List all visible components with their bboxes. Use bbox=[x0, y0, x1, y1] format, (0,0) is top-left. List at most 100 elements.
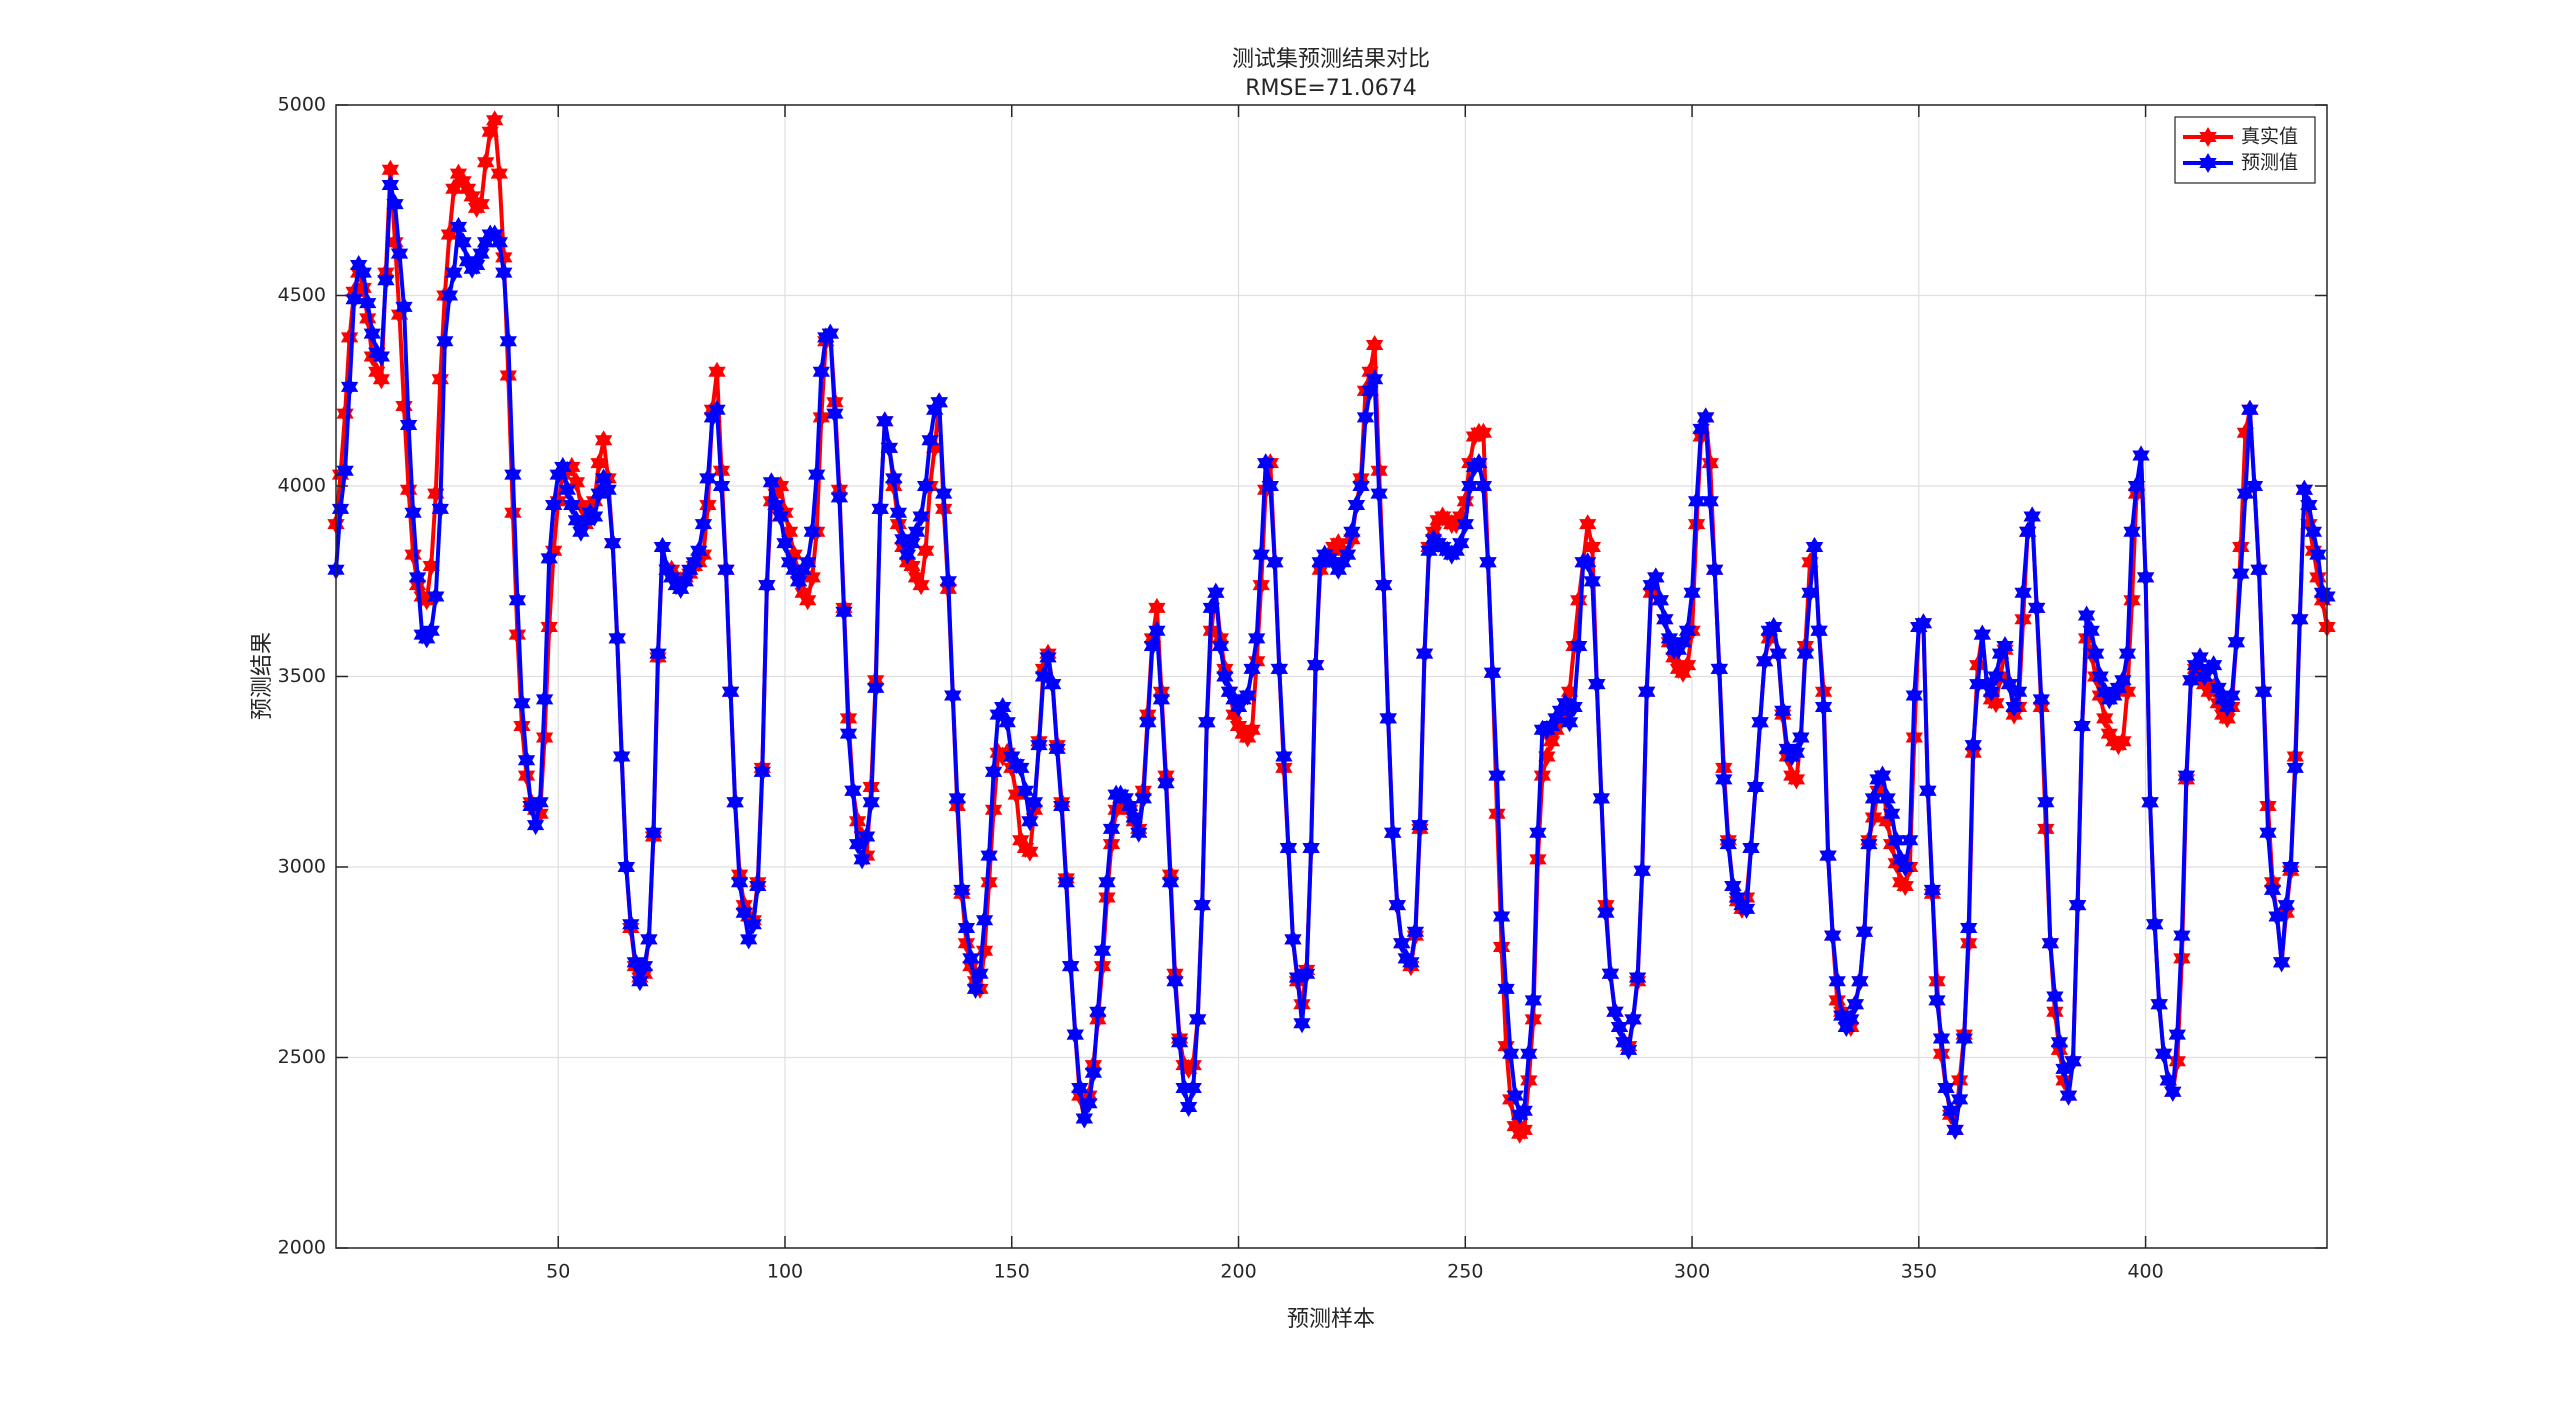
data-point bbox=[359, 293, 377, 314]
data-point bbox=[1796, 643, 1815, 664]
data-point bbox=[1166, 971, 1184, 992]
data-point bbox=[554, 456, 572, 477]
data-point bbox=[694, 514, 713, 535]
data-point bbox=[1297, 963, 1316, 984]
data-point bbox=[980, 845, 998, 866]
data-point bbox=[826, 403, 844, 424]
data-point bbox=[1216, 666, 1234, 687]
data-point bbox=[1524, 990, 1542, 1011]
data-point bbox=[957, 918, 976, 938]
data-point bbox=[1012, 757, 1030, 778]
data-point bbox=[1411, 815, 1429, 836]
data-point bbox=[1787, 769, 1806, 790]
data-point bbox=[2032, 689, 2050, 710]
data-point bbox=[1152, 689, 1171, 710]
data-point bbox=[545, 494, 563, 515]
data-point bbox=[1851, 971, 1869, 992]
data-point bbox=[1515, 1119, 1533, 1140]
data-point bbox=[2277, 895, 2295, 916]
data-point bbox=[1656, 609, 1674, 630]
data-point bbox=[2241, 399, 2259, 420]
data-point bbox=[590, 453, 608, 474]
data-point bbox=[454, 232, 472, 253]
data-point bbox=[1470, 453, 1488, 474]
data-point bbox=[1279, 838, 1298, 859]
data-point bbox=[517, 750, 536, 771]
data-point bbox=[1697, 407, 1715, 428]
data-point bbox=[1905, 685, 1923, 706]
data-point bbox=[1787, 742, 1806, 763]
y-tick-label: 3500 bbox=[278, 665, 326, 687]
data-point bbox=[712, 476, 731, 496]
data-point bbox=[889, 502, 908, 523]
data-point bbox=[1819, 845, 1837, 866]
chart-subtitle: RMSE=71.0674 bbox=[1245, 76, 1417, 101]
data-point bbox=[1914, 613, 1933, 634]
data-point bbox=[1810, 620, 1828, 641]
data-point bbox=[912, 506, 930, 527]
data-point bbox=[608, 628, 626, 649]
data-point bbox=[1950, 1089, 1969, 1110]
data-point bbox=[808, 464, 826, 485]
data-point bbox=[1184, 1078, 1202, 1098]
data-point bbox=[617, 857, 635, 877]
data-point bbox=[966, 978, 985, 999]
data-point bbox=[622, 914, 640, 935]
data-point bbox=[1715, 769, 1733, 790]
data-point bbox=[771, 506, 790, 527]
data-point bbox=[1189, 1009, 1207, 1030]
data-point bbox=[821, 323, 839, 344]
data-point bbox=[853, 849, 871, 870]
data-point bbox=[1270, 658, 1288, 679]
data-point bbox=[1025, 792, 1044, 813]
data-point bbox=[1973, 624, 1991, 645]
data-point bbox=[1960, 918, 1978, 938]
data-point bbox=[1606, 1001, 1624, 1022]
data-point bbox=[726, 792, 744, 813]
data-point bbox=[1261, 476, 1279, 496]
legend-marker bbox=[2199, 153, 2217, 173]
data-point bbox=[2168, 1024, 2186, 1045]
data-point bbox=[449, 216, 468, 237]
data-point bbox=[1579, 552, 1597, 573]
data-point bbox=[1352, 476, 1370, 496]
data-point bbox=[2023, 506, 2041, 527]
data-point bbox=[2127, 476, 2146, 496]
data-point bbox=[871, 498, 889, 519]
legend-label: 真实值 bbox=[2241, 126, 2298, 148]
data-point bbox=[2046, 986, 2064, 1007]
x-tick-label: 250 bbox=[1447, 1261, 1483, 1283]
data-point bbox=[336, 460, 354, 481]
data-point bbox=[930, 392, 948, 413]
data-point bbox=[1098, 872, 1116, 893]
data-point bbox=[1765, 617, 1783, 637]
data-point bbox=[1896, 857, 1914, 877]
data-point bbox=[2300, 494, 2318, 515]
data-point bbox=[1474, 476, 1493, 496]
data-point bbox=[1506, 1085, 1524, 1106]
data-point bbox=[1846, 994, 1864, 1015]
data-point bbox=[2059, 1085, 2078, 1106]
data-point bbox=[445, 262, 463, 283]
data-point bbox=[1492, 906, 1511, 927]
data-point bbox=[1406, 921, 1425, 942]
data-point bbox=[1597, 902, 1615, 923]
data-point bbox=[640, 929, 658, 950]
data-point bbox=[399, 415, 418, 435]
data-point bbox=[1987, 666, 2005, 687]
data-point bbox=[1243, 719, 1261, 740]
x-tick-label: 50 bbox=[546, 1261, 570, 1283]
data-point bbox=[363, 323, 381, 344]
data-point bbox=[1878, 788, 1896, 809]
data-point bbox=[585, 506, 604, 527]
data-point bbox=[971, 963, 989, 984]
data-point bbox=[1384, 822, 1402, 843]
data-point bbox=[2096, 708, 2114, 729]
data-point bbox=[749, 875, 767, 896]
data-point bbox=[1030, 735, 1048, 756]
data-point bbox=[395, 296, 413, 317]
x-axis-label: 预测样本 bbox=[1287, 1307, 1375, 1332]
data-point bbox=[1207, 582, 1225, 603]
data-point bbox=[1896, 875, 1914, 896]
data-point bbox=[1415, 643, 1434, 664]
